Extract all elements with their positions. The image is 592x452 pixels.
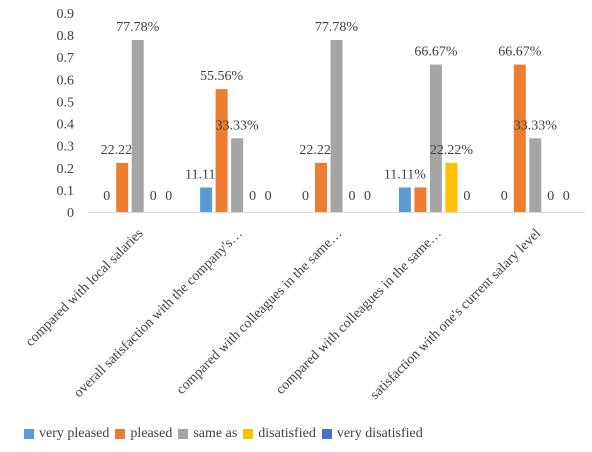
data-label: 0 <box>265 189 272 204</box>
bar <box>513 64 526 212</box>
data-label: 0 <box>302 189 309 204</box>
y-tick-label: 0.4 <box>57 118 75 133</box>
legend-swatch <box>321 429 332 439</box>
data-label: 0 <box>364 189 371 204</box>
y-tick-label: 0.3 <box>57 140 75 155</box>
y-tick-label: 0.7 <box>57 51 75 66</box>
y-tick-label: 0 <box>67 206 74 221</box>
legend-label: very pleased <box>39 426 110 441</box>
legend-item: disatisfied <box>243 426 316 442</box>
data-label: 66.67% <box>414 45 458 60</box>
y-tick-label: 0.1 <box>57 184 75 199</box>
data-label: 0 <box>463 189 470 204</box>
y-tick-label: 0.9 <box>57 7 75 22</box>
y-tick-label: 0.5 <box>57 95 75 110</box>
data-label: 66.67% <box>498 45 542 60</box>
bar <box>116 162 129 212</box>
data-label: 0 <box>349 189 356 204</box>
legend-swatch <box>24 429 34 439</box>
legend-swatch <box>178 429 189 439</box>
bar <box>330 40 343 213</box>
x-category-label: compared with local salaries <box>23 226 147 350</box>
legend-swatch <box>243 429 254 439</box>
data-label: 0 <box>249 189 256 204</box>
legend-item: pleased <box>115 426 172 442</box>
data-label: 33.33% <box>514 118 558 133</box>
bar <box>398 187 411 212</box>
bar <box>200 187 213 212</box>
x-category-label: compared with colleagues in the same… <box>273 226 444 397</box>
data-label: 0 <box>103 189 110 204</box>
bar <box>414 187 427 212</box>
legend-item: very disatisfied <box>321 426 423 442</box>
bar <box>131 40 144 213</box>
data-label: 22.22% <box>430 143 474 158</box>
x-category-label: compared with colleagues in the same… <box>174 226 345 397</box>
legend-swatch <box>115 429 126 439</box>
data-label: 0 <box>563 189 570 204</box>
legend-item: same as <box>178 426 237 442</box>
y-tick-label: 0.8 <box>57 29 75 44</box>
legend-label: same as <box>193 426 238 441</box>
x-category-label: overall satisfaction with the company's… <box>71 226 246 401</box>
bar <box>529 138 542 212</box>
data-label: 11.11% <box>384 167 426 182</box>
legend-label: disatisfied <box>258 426 316 441</box>
data-label: 0 <box>501 189 508 204</box>
data-label: 77.78% <box>116 20 160 35</box>
bar <box>429 64 442 212</box>
x-category-label: satisfaction with one's current salary l… <box>368 226 545 403</box>
legend: very pleased pleased same as disatisfied ver… <box>24 425 429 443</box>
bar <box>231 138 244 212</box>
y-tick-label: 0.6 <box>57 73 75 88</box>
legend-item: very pleased <box>24 426 109 442</box>
y-tick-label: 0.2 <box>57 162 75 177</box>
bar <box>445 162 458 212</box>
data-label: 0 <box>547 189 554 204</box>
legend-label: very disatisfied <box>336 426 423 441</box>
bar <box>315 162 327 212</box>
data-label: 0 <box>150 189 157 204</box>
legend-label: pleased <box>130 426 173 441</box>
data-label: 0 <box>165 189 172 204</box>
data-label: 77.78% <box>315 20 359 35</box>
bar <box>215 89 228 212</box>
data-label: 55.56% <box>200 69 244 84</box>
data-label: 33.33% <box>216 118 260 133</box>
